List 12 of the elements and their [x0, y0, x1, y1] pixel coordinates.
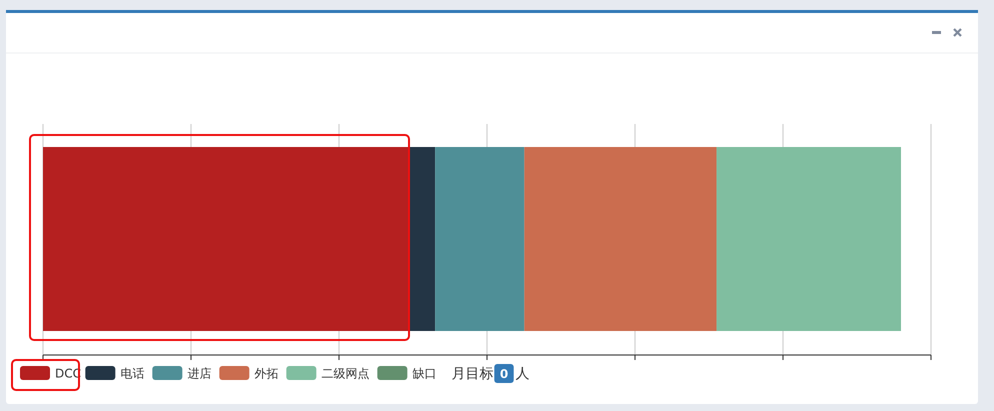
bar — [716, 147, 901, 331]
bar — [524, 147, 717, 331]
legend-label: 进店 — [187, 366, 212, 380]
text: 人 — [516, 366, 530, 382]
legend-label: 缺口 — [412, 366, 436, 380]
legend-label: 外拓 — [254, 366, 278, 380]
bar — [435, 147, 524, 331]
legend-label: 二级网点 — [321, 366, 370, 380]
text: 月目标 — [451, 366, 494, 382]
legend-label: 电话 — [120, 366, 144, 380]
bar — [409, 147, 436, 331]
text: 0 — [500, 367, 508, 381]
